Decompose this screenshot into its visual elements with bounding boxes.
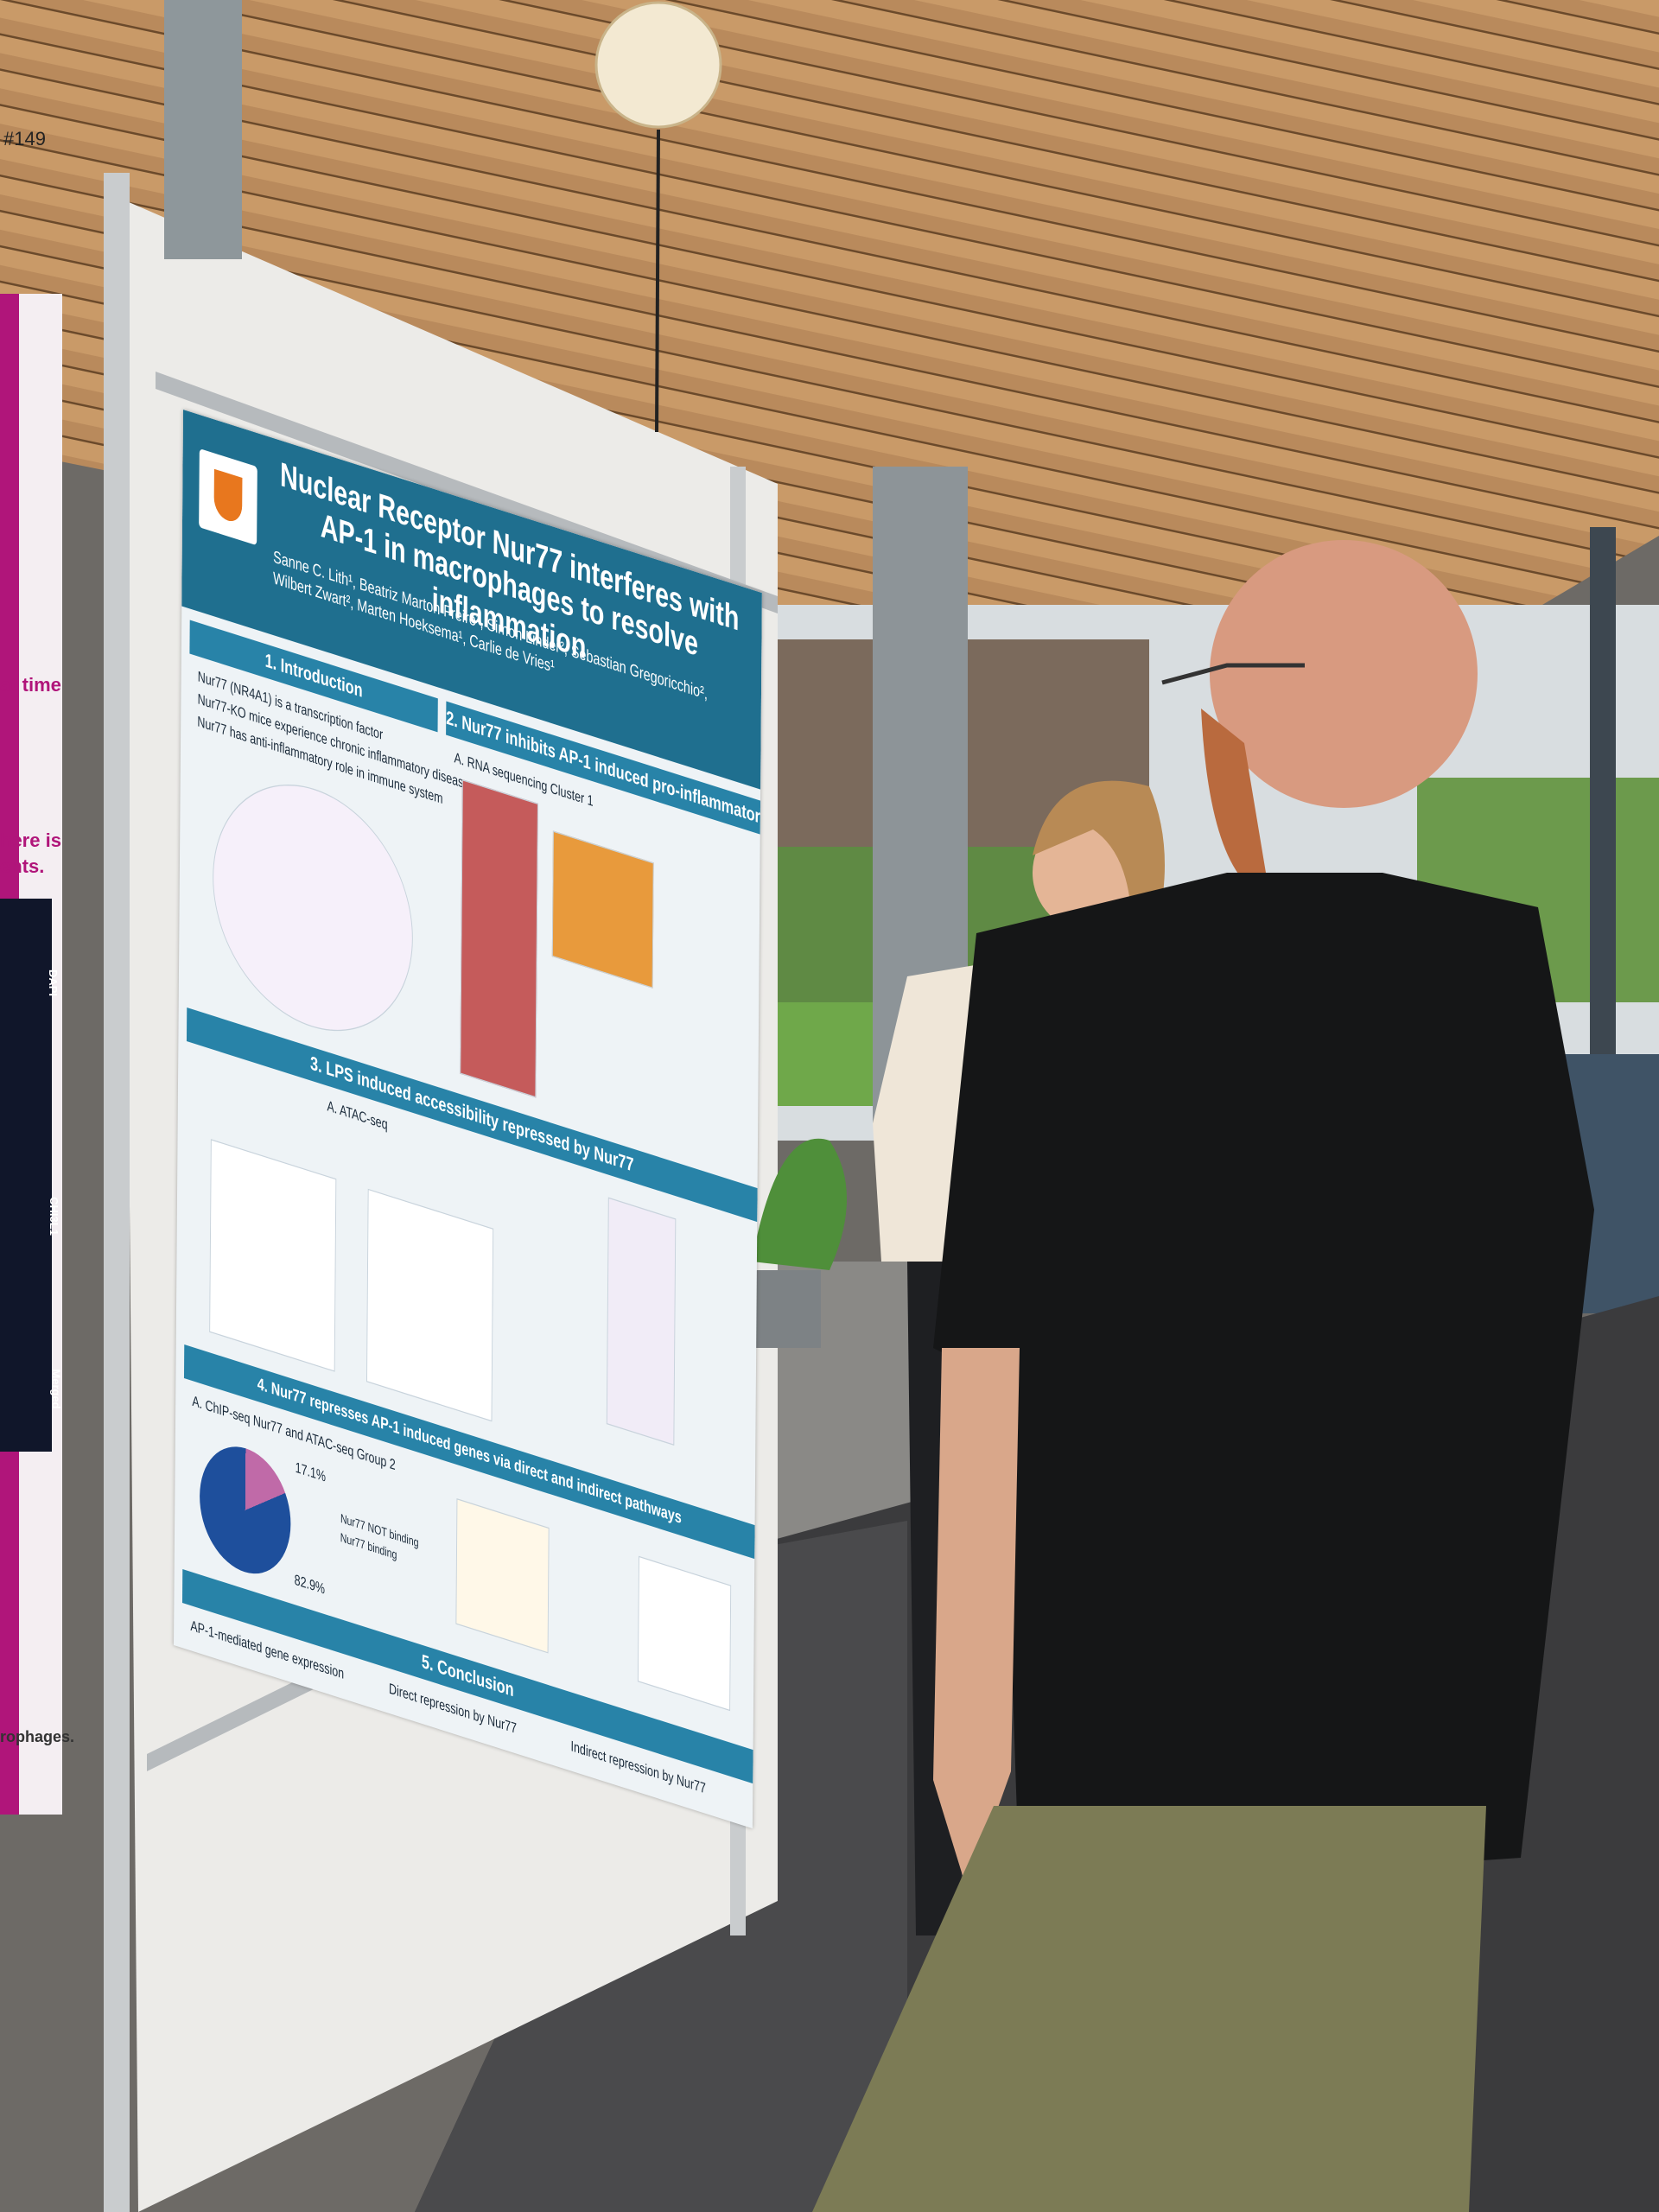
panel-label: A. ATAC-seq <box>327 1096 388 1134</box>
bar-figure <box>551 830 654 988</box>
left-poster-text: here is <box>0 830 61 851</box>
pie-chart <box>199 1433 291 1586</box>
pie-label: 17.1% <box>295 1458 327 1485</box>
left-poster-text: Merged <box>49 1369 63 1409</box>
left-poster-text: at time <box>0 674 61 696</box>
logo-mark <box>213 468 243 525</box>
volcano-plot <box>209 1139 337 1372</box>
man-shirt <box>933 873 1594 1892</box>
man-beard <box>1201 709 1270 899</box>
light-bulb <box>594 1 722 129</box>
left-poster-text: rophages. <box>0 1728 75 1745</box>
left-poster-text: ents. <box>0 855 45 877</box>
ceiling-pipe <box>164 0 242 259</box>
left-poster-images <box>0 899 52 1452</box>
man-head <box>1210 540 1478 808</box>
man-glasses <box>1161 663 1305 685</box>
left-poster-text: DAPI <box>47 969 60 997</box>
bulb-cord <box>655 129 660 433</box>
figure-cells <box>212 757 414 1059</box>
man-arm <box>933 1348 1020 1892</box>
left-poster-text: CHI3L1 <box>47 1197 60 1236</box>
heatmap <box>460 779 538 1098</box>
board-number: #149 <box>3 128 46 149</box>
plant-pot <box>753 1270 821 1348</box>
poster: Nuclear Receptor Nur77 interferes with A… <box>174 410 762 1829</box>
man-pants <box>812 1806 1486 2212</box>
plant <box>752 1138 847 1270</box>
logo <box>199 448 257 546</box>
woman-hair <box>1033 780 1165 933</box>
volcano-plot <box>365 1188 494 1422</box>
board-pole <box>104 173 130 2212</box>
window-frame <box>1590 527 1616 1063</box>
pie-label: 82.9% <box>294 1570 326 1598</box>
pathway-figure <box>606 1197 677 1446</box>
bar-figure <box>637 1555 732 1712</box>
motif-figure <box>455 1498 550 1654</box>
